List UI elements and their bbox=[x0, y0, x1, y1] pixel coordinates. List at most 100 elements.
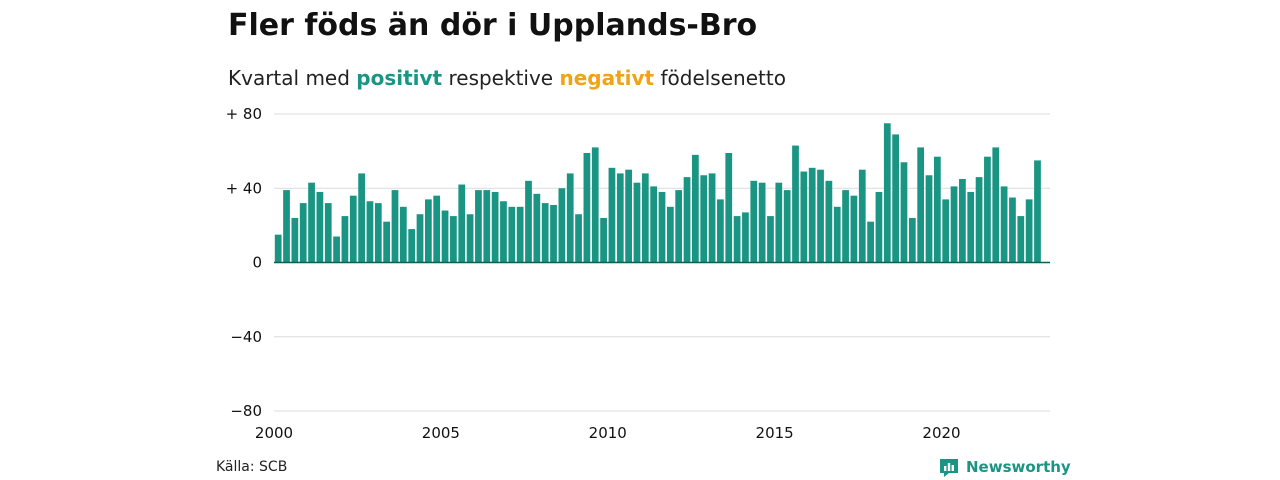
bar bbox=[433, 195, 441, 263]
bar bbox=[299, 203, 307, 263]
source-note: Källa: SCB bbox=[216, 459, 288, 475]
bar bbox=[742, 212, 749, 263]
bar bbox=[1017, 216, 1025, 263]
bar bbox=[391, 190, 399, 263]
bar bbox=[525, 180, 532, 263]
bar bbox=[666, 206, 674, 263]
bar bbox=[274, 234, 282, 263]
bar bbox=[883, 123, 891, 263]
subtitle-suffix: födelsenetto bbox=[654, 66, 786, 90]
bar bbox=[750, 180, 758, 263]
x-tick-label: 2010 bbox=[589, 424, 627, 442]
bar bbox=[858, 169, 866, 263]
bar bbox=[399, 206, 407, 263]
bar bbox=[349, 195, 357, 263]
bar bbox=[758, 182, 766, 263]
bar bbox=[475, 190, 482, 263]
y-tick-label: + 80 bbox=[226, 105, 262, 123]
bar bbox=[516, 206, 524, 263]
bar bbox=[917, 147, 925, 263]
subtitle-prefix: Kvartal med bbox=[228, 66, 357, 90]
bar bbox=[1009, 197, 1016, 263]
bar bbox=[650, 186, 658, 263]
bar bbox=[575, 214, 582, 263]
bar bbox=[383, 221, 391, 263]
bar bbox=[692, 154, 699, 263]
bar bbox=[450, 216, 457, 263]
bar bbox=[950, 186, 958, 263]
bar bbox=[558, 188, 566, 263]
gridlines bbox=[274, 113, 1050, 412]
subtitle-positive: positivt bbox=[356, 66, 443, 90]
bar bbox=[566, 173, 574, 263]
subtitle-negative: negativt bbox=[559, 66, 655, 90]
bar bbox=[708, 173, 716, 263]
bar bbox=[374, 203, 382, 263]
bar bbox=[767, 216, 774, 263]
bar bbox=[341, 216, 349, 263]
bars bbox=[274, 123, 1041, 263]
bar bbox=[500, 201, 507, 263]
bar bbox=[875, 191, 883, 263]
y-tick-label: + 40 bbox=[226, 179, 262, 197]
bar bbox=[959, 178, 966, 263]
bar bbox=[833, 206, 841, 263]
bar bbox=[683, 177, 691, 263]
bar bbox=[925, 175, 933, 263]
bar bbox=[808, 167, 816, 263]
bar bbox=[616, 173, 624, 263]
bar bbox=[625, 169, 632, 263]
bar bbox=[783, 190, 791, 263]
bar bbox=[725, 152, 733, 263]
y-tick-label: 0 bbox=[252, 254, 262, 272]
bar bbox=[892, 134, 900, 263]
bar bbox=[867, 221, 874, 263]
bar bbox=[992, 147, 1000, 263]
bar bbox=[533, 193, 541, 263]
bar bbox=[900, 162, 908, 263]
x-tick-label: 2005 bbox=[422, 424, 460, 442]
axes: + 80 + 40 0 −40 −80 2000 2005 2010 2015 2020 bbox=[226, 105, 1050, 442]
bar bbox=[491, 191, 499, 263]
bar bbox=[324, 203, 332, 263]
bar bbox=[283, 190, 290, 263]
bar bbox=[608, 167, 616, 263]
bar bbox=[800, 171, 808, 263]
bar bbox=[733, 216, 741, 263]
bar bbox=[933, 156, 941, 263]
bar bbox=[984, 156, 991, 263]
bar bbox=[316, 191, 324, 263]
chart-subtitle: Kvartal med positivt respektive negativt… bbox=[228, 66, 786, 90]
bar bbox=[424, 199, 432, 263]
bar bbox=[591, 147, 599, 263]
newsworthy-icon bbox=[940, 459, 958, 477]
brand-logo: Newsworthy bbox=[938, 456, 1071, 478]
bar bbox=[817, 169, 824, 263]
bar bbox=[308, 182, 315, 263]
bar bbox=[583, 152, 591, 263]
bar bbox=[441, 210, 449, 263]
bar bbox=[825, 180, 833, 263]
x-tick-label: 2000 bbox=[255, 424, 293, 442]
y-tick-label: −80 bbox=[230, 402, 262, 420]
brand-name: Newsworthy bbox=[966, 458, 1071, 476]
bar bbox=[1025, 199, 1033, 263]
bar bbox=[675, 190, 683, 263]
bar bbox=[792, 145, 799, 263]
bar bbox=[967, 191, 975, 263]
subtitle-middle: respektive bbox=[442, 66, 560, 90]
x-tick-label: 2020 bbox=[922, 424, 960, 442]
bar bbox=[600, 217, 607, 263]
bar bbox=[641, 173, 649, 263]
bar bbox=[508, 206, 516, 263]
bar bbox=[842, 190, 849, 263]
bar bbox=[541, 203, 549, 263]
bar bbox=[458, 184, 466, 263]
y-tick-label: −40 bbox=[230, 328, 262, 346]
bar bbox=[717, 199, 724, 263]
bar bbox=[908, 217, 916, 263]
bar bbox=[333, 236, 340, 263]
bar bbox=[658, 191, 666, 263]
bar bbox=[942, 199, 950, 263]
